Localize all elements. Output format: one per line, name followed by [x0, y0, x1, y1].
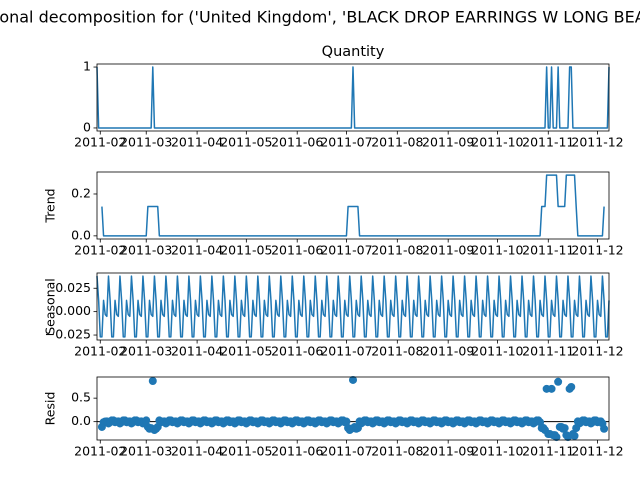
- x-tick-label: 2011-06: [271, 444, 323, 459]
- resid-point: [570, 431, 579, 440]
- x-tick-label: 2011-03: [120, 444, 172, 459]
- x-tick-label: 2011-09: [422, 444, 474, 459]
- x-tick-label: 2011-04: [171, 243, 223, 258]
- x-tick-label: 2011-12: [571, 344, 623, 359]
- series-line: [101, 174, 605, 237]
- x-tick-label: 2011-04: [171, 135, 223, 150]
- y-tick-label: 0: [83, 119, 91, 134]
- x-tick-label: 2011-09: [422, 344, 474, 359]
- x-tick-label: 2011-12: [571, 444, 623, 459]
- y-tick-label: 0.000: [55, 303, 91, 318]
- x-tick-label: 2011-07: [320, 444, 372, 459]
- axes-frame: [96, 272, 610, 341]
- x-tick-label: 2011-02: [74, 135, 126, 150]
- x-tick-label: 2011-05: [220, 243, 272, 258]
- y-tick-label: 0.0: [71, 227, 91, 242]
- x-tick-label: 2011-02: [74, 444, 126, 459]
- x-tick-label: 2011-05: [220, 344, 272, 359]
- resid-point: [142, 416, 151, 425]
- y-tick-label: 1: [83, 59, 91, 74]
- y-tick-label: −0.025: [45, 327, 91, 342]
- x-tick-label: 2011-07: [320, 243, 372, 258]
- x-tick-label: 2011-06: [271, 135, 323, 150]
- x-tick-label: 2011-11: [522, 243, 574, 258]
- axes-frame: [96, 376, 610, 441]
- x-tick-label: 2011-07: [320, 344, 372, 359]
- x-tick-label: 2011-02: [74, 344, 126, 359]
- panel-title: Quantity: [322, 44, 385, 60]
- x-tick-label: 2011-03: [120, 344, 172, 359]
- x-tick-label: 2011-10: [471, 135, 523, 150]
- axes-frame: [96, 171, 610, 240]
- y-tick-label: 0.2: [71, 185, 91, 200]
- x-tick-label: 2011-11: [522, 444, 574, 459]
- y-axis-label: Resid: [43, 392, 58, 426]
- x-tick-label: 2011-10: [471, 243, 523, 258]
- x-tick-label: 2011-07: [320, 135, 372, 150]
- x-tick-label: 2011-05: [220, 444, 272, 459]
- y-tick-label: 0.0: [71, 413, 91, 428]
- series-line: [96, 275, 610, 338]
- resid-point: [148, 376, 157, 385]
- x-tick-label: 2011-08: [371, 344, 423, 359]
- resid-point: [342, 417, 351, 426]
- chart-title: Seasonal decomposition for ('United King…: [0, 8, 640, 27]
- resid-point: [349, 375, 357, 384]
- resid-point: [554, 377, 563, 386]
- x-tick-label: 2011-12: [571, 135, 623, 150]
- x-tick-label: 2011-02: [74, 243, 126, 258]
- resid-point: [560, 424, 569, 433]
- x-tick-label: 2011-04: [171, 344, 223, 359]
- x-tick-label: 2011-03: [120, 243, 172, 258]
- x-tick-label: 2011-04: [171, 444, 223, 459]
- axes-frame: [96, 63, 610, 132]
- y-axis-label: Trend: [43, 188, 58, 223]
- x-tick-label: 2011-09: [422, 243, 474, 258]
- y-tick-label: 0.5: [71, 390, 91, 405]
- x-tick-label: 2011-06: [271, 243, 323, 258]
- x-tick-label: 2011-09: [422, 135, 474, 150]
- resid-point: [600, 424, 609, 433]
- series-line: [96, 66, 610, 129]
- x-tick-label: 2011-05: [220, 135, 272, 150]
- x-tick-label: 2011-06: [271, 344, 323, 359]
- y-tick-label: 0.025: [55, 280, 91, 295]
- x-tick-label: 2011-03: [120, 135, 172, 150]
- resid-point: [547, 384, 556, 393]
- y-axis-label: Seasonal: [43, 278, 58, 335]
- resid-point: [567, 383, 576, 392]
- x-tick-label: 2011-11: [522, 344, 574, 359]
- x-tick-label: 2011-11: [522, 135, 574, 150]
- x-tick-label: 2011-08: [371, 243, 423, 258]
- resid-point: [552, 433, 561, 442]
- x-tick-label: 2011-12: [571, 243, 623, 258]
- x-tick-label: 2011-10: [471, 444, 523, 459]
- x-tick-label: 2011-08: [371, 135, 423, 150]
- x-tick-label: 2011-08: [371, 444, 423, 459]
- x-tick-label: 2011-10: [471, 344, 523, 359]
